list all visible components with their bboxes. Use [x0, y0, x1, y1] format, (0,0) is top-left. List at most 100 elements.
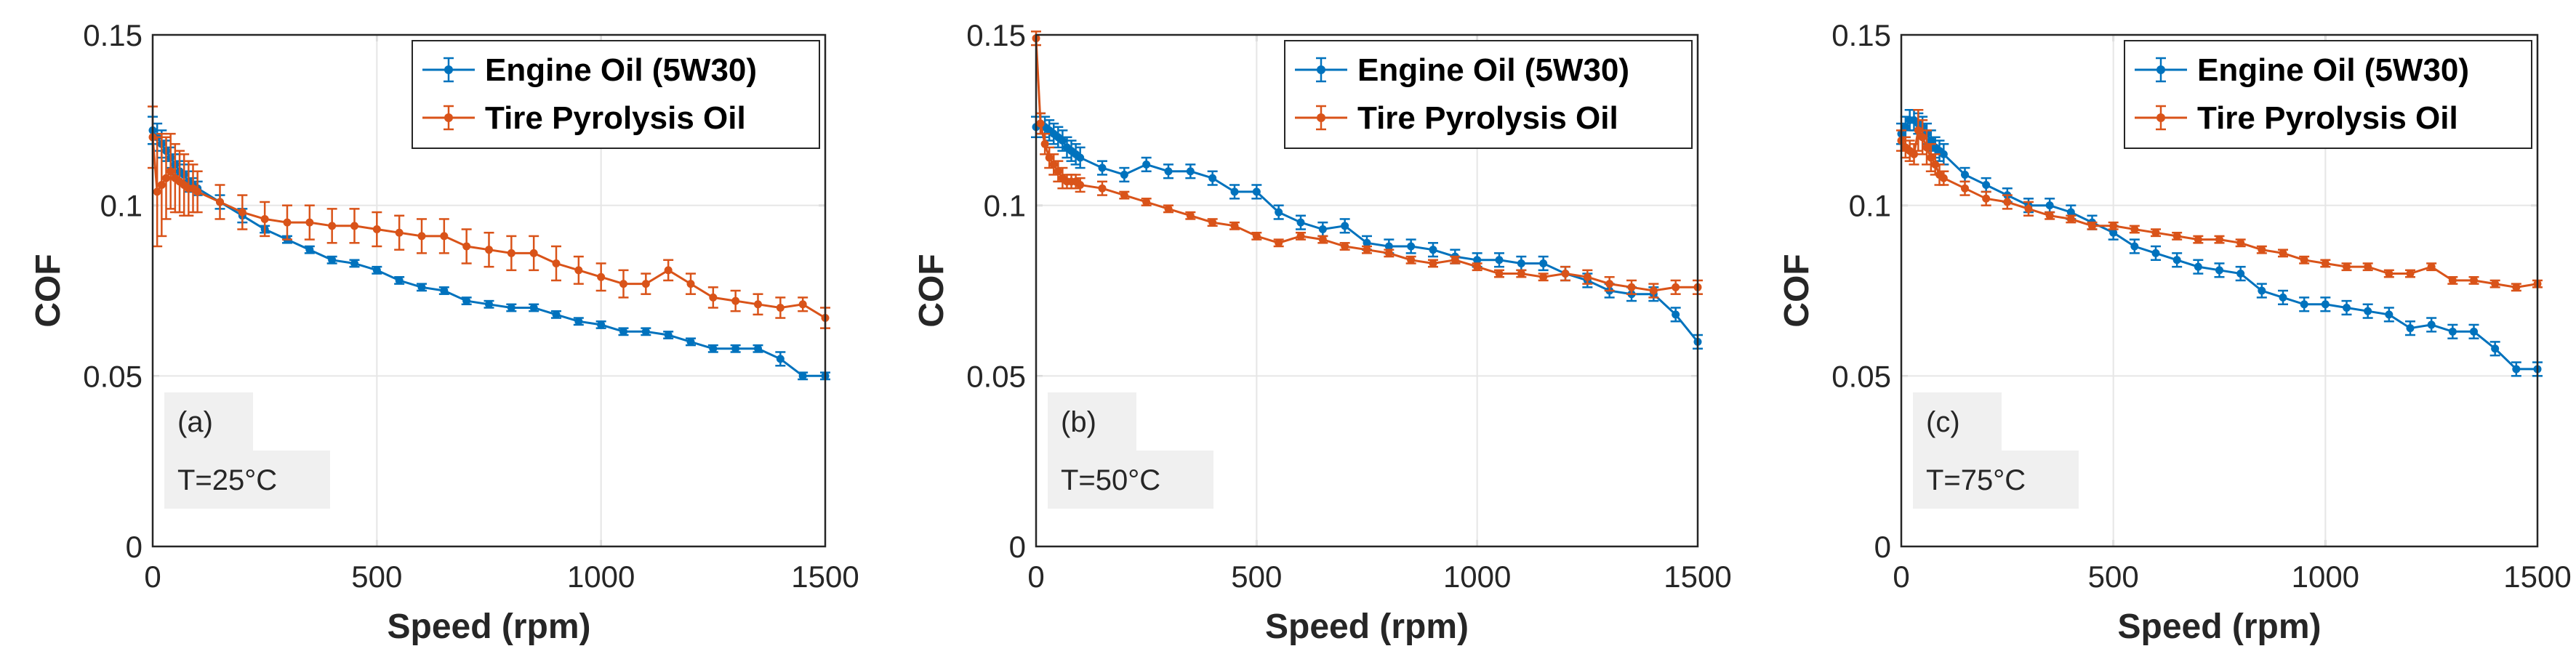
- panel-label: (a): [177, 406, 213, 438]
- axes-frame: [151, 33, 827, 548]
- data-point: [1045, 153, 1054, 162]
- data-point: [597, 273, 606, 281]
- panel-label-box: (c): [1913, 392, 2002, 451]
- y-tick-label: 0: [1874, 530, 1891, 564]
- data-point: [157, 181, 166, 190]
- y-axis: 0 0.05 0.1 0.15: [1831, 18, 2537, 564]
- data-point: [153, 187, 161, 196]
- data-point: [529, 249, 538, 257]
- legend-label: Tire Pyrolysis Oil: [1357, 100, 1618, 136]
- legend-item: Engine Oil (5W30): [1295, 52, 1629, 88]
- data-point: [417, 232, 426, 241]
- y-tick-label: 0.1: [100, 189, 143, 223]
- axes-frame: [1035, 33, 1699, 548]
- data-point: [440, 232, 449, 241]
- legend-marker: [444, 113, 453, 122]
- data-point: [283, 218, 292, 227]
- data-point: [1230, 222, 1239, 230]
- data-point: [798, 371, 807, 380]
- data-point: [1363, 238, 1371, 247]
- data-point: [1275, 238, 1283, 247]
- data-point: [305, 218, 314, 227]
- data-point: [1910, 150, 1918, 158]
- data-point: [754, 300, 762, 309]
- data-point: [2279, 293, 2287, 302]
- data-point: [1450, 256, 1459, 265]
- data-point: [1296, 218, 1305, 227]
- data-point: [2279, 249, 2287, 257]
- data-point: [1672, 283, 1680, 291]
- x-tick-label: 1000: [2292, 560, 2359, 594]
- data-point: [507, 303, 515, 312]
- data-point: [395, 276, 404, 285]
- data-point: [1076, 153, 1085, 162]
- data-point: [1649, 286, 1658, 295]
- data-point: [2066, 214, 2075, 223]
- data-point: [1208, 174, 1217, 182]
- data-point: [2448, 276, 2457, 285]
- y-axis-label: COF: [912, 254, 951, 327]
- data-point: [1922, 143, 1931, 152]
- data-point: [754, 344, 762, 353]
- y-tick-label: 0.1: [1849, 189, 1891, 223]
- data-point: [1901, 123, 1910, 132]
- data-point: [1230, 187, 1239, 196]
- data-point: [417, 283, 426, 291]
- data-point: [798, 300, 807, 309]
- data-point: [2385, 270, 2394, 278]
- x-tick-label: 1500: [2503, 560, 2571, 594]
- data-point: [166, 167, 175, 176]
- legend-item: Tire Pyrolysis Oil: [2135, 100, 2458, 136]
- y-tick-label: 0.05: [966, 359, 1026, 393]
- legend-label: Engine Oil (5W30): [485, 52, 757, 88]
- data-point: [619, 280, 627, 288]
- y-tick-label: 0.05: [83, 359, 143, 393]
- panel-label: (c): [1926, 406, 1960, 438]
- data-point: [507, 249, 515, 257]
- data-point: [2088, 222, 2096, 230]
- data-point: [1120, 191, 1128, 200]
- data-point: [2364, 307, 2372, 315]
- x-tick-label: 1500: [1664, 560, 1731, 594]
- data-point: [574, 317, 583, 326]
- x-axis: 0 500 1000 1500: [144, 35, 859, 594]
- data-point: [2130, 225, 2139, 234]
- y-tick-label: 0.15: [966, 18, 1026, 52]
- panel-label: (b): [1061, 406, 1096, 438]
- data-point: [1918, 133, 1927, 142]
- y-axis-label: COF: [1778, 254, 1816, 327]
- y-tick-label: 0.05: [1831, 359, 1891, 393]
- legend-label: Engine Oil (5W30): [1357, 52, 1629, 88]
- legend-marker: [1317, 65, 1325, 74]
- legend: Engine Oil (5W30) Tire Pyrolysis Oil: [2124, 40, 2532, 149]
- chart-panel-1: 0 500 1000 1500 0 0.05 0.1 0.15 Speed (rpm) COF (a…: [29, 18, 859, 646]
- data-point: [2151, 228, 2160, 237]
- data-point: [641, 280, 650, 288]
- x-tick-label: 0: [144, 560, 161, 594]
- x-axis-label: Speed (rpm): [387, 607, 590, 646]
- data-point: [2321, 300, 2330, 309]
- chart-panel-2: 0 500 1000 1500 0 0.05 0.1 0.15 Speed (rpm) COF (b…: [912, 18, 1732, 646]
- data-point: [1318, 225, 1327, 234]
- data-point: [350, 222, 358, 230]
- data-point: [2045, 211, 2054, 220]
- data-point: [2406, 324, 2415, 333]
- data-point: [1473, 256, 1482, 265]
- legend-box: [1284, 40, 1693, 149]
- data-point: [2364, 262, 2372, 271]
- data-point: [2258, 246, 2266, 254]
- data-point: [485, 246, 493, 254]
- data-point: [529, 303, 538, 312]
- data-point: [2109, 222, 2118, 230]
- data-point: [162, 174, 170, 182]
- x-tick-label: 500: [2088, 560, 2139, 594]
- data-point: [350, 259, 358, 267]
- data-point: [2215, 235, 2223, 244]
- data-point: [2003, 198, 2012, 206]
- legend-item: Tire Pyrolysis Oil: [1295, 100, 1618, 136]
- data-point: [1495, 256, 1504, 265]
- data-point: [2470, 276, 2478, 285]
- data-point: [1384, 249, 1393, 257]
- data-point: [1583, 273, 1592, 281]
- data-point: [2300, 256, 2308, 265]
